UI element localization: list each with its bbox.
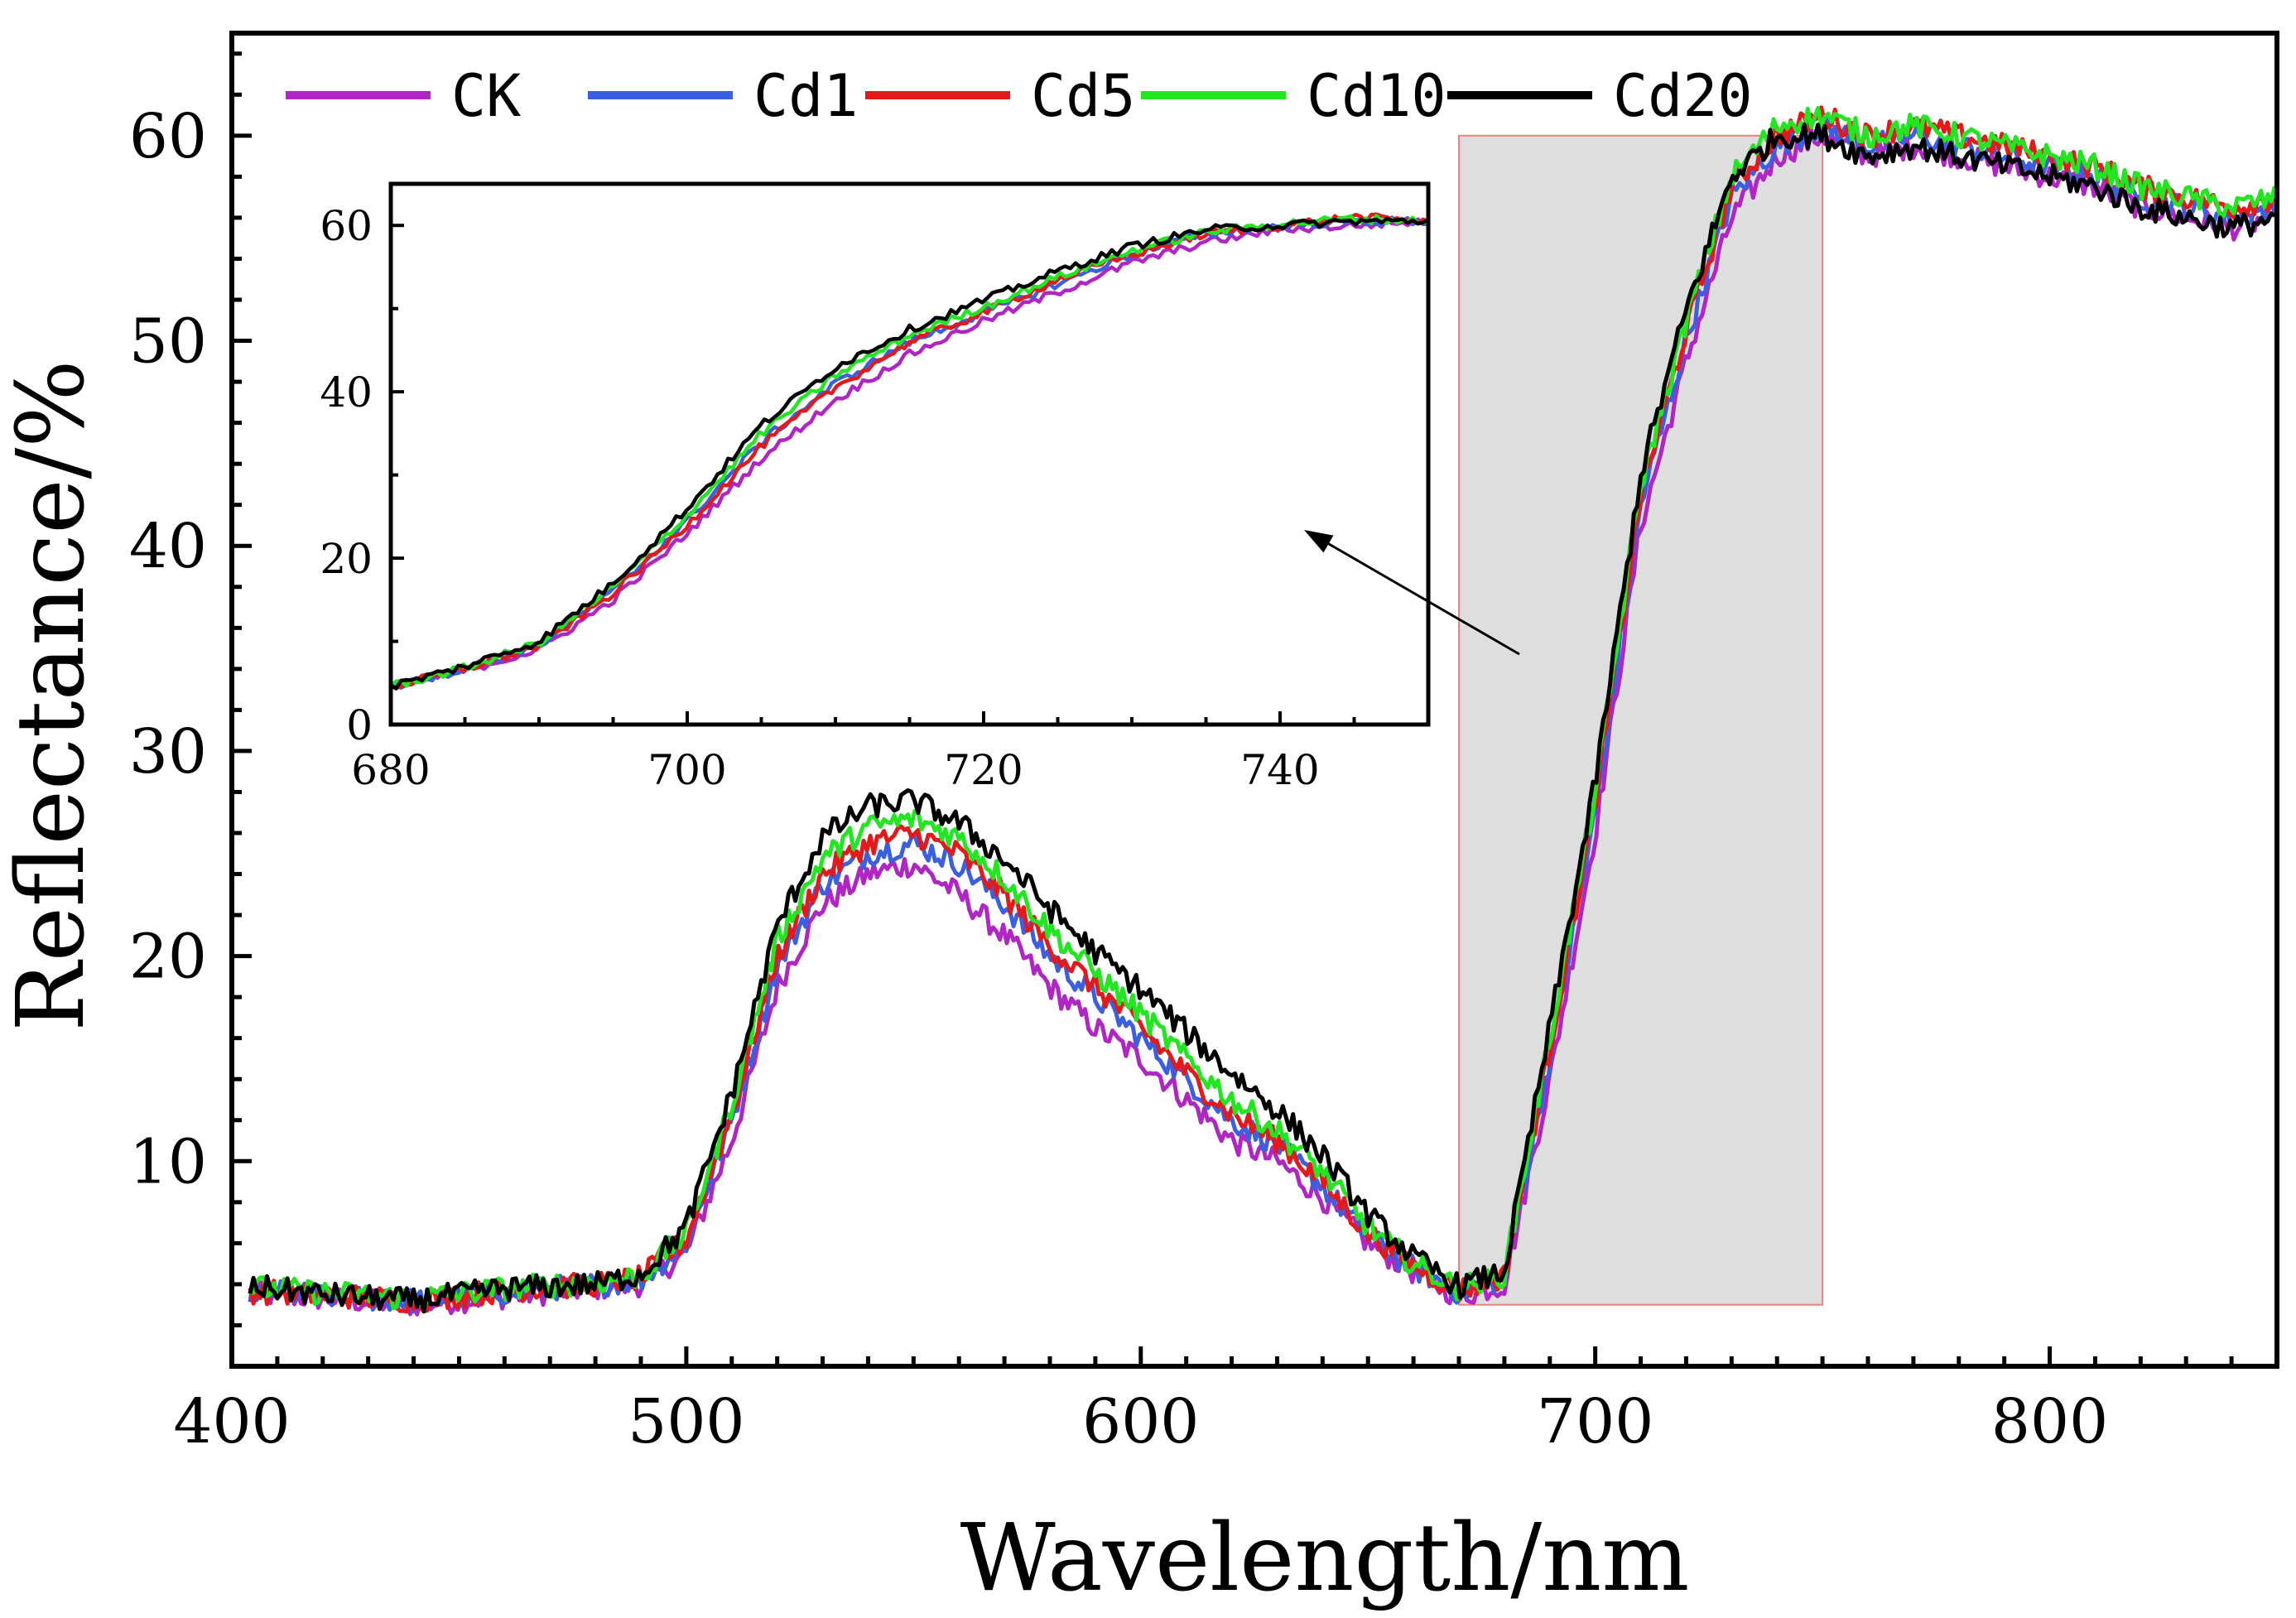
- x-tick-label: 400: [173, 1386, 290, 1457]
- inset-y-tick-label: 0: [346, 701, 373, 749]
- legend-label: Cd5: [1031, 62, 1135, 130]
- x-tick-label: 500: [628, 1386, 744, 1457]
- zoom-arrow: [1304, 530, 1520, 656]
- legend-item-cd1: Cd1: [588, 62, 858, 130]
- highlight-region: [1458, 134, 1824, 1306]
- x-tick-label: 800: [1991, 1386, 2108, 1457]
- legend-item-cd10: Cd10: [1141, 62, 1446, 130]
- legend-item-cd20: Cd20: [1447, 62, 1753, 130]
- inset-x-tick-label: 700: [647, 746, 726, 794]
- x-tick-label: 700: [1537, 1386, 1653, 1457]
- inset-y-tick-label: 20: [320, 535, 373, 583]
- main-frame: [229, 31, 2279, 1369]
- y-tick-label: 10: [129, 1126, 207, 1197]
- main-plot-area: [248, 105, 2277, 1317]
- series-line-cd10: [250, 106, 2277, 1311]
- inset-y-tick-label: 40: [320, 368, 373, 417]
- y-tick-label: 60: [129, 101, 207, 172]
- x-axis-title: Wavelength/nm: [960, 1505, 1690, 1612]
- y-axis-title: Reflectance/%: [0, 359, 105, 1031]
- y-tick-label: 30: [129, 716, 207, 787]
- x-tick-label: 600: [1082, 1386, 1199, 1457]
- legend-item-ck: CK: [286, 62, 521, 130]
- arrow-head: [1304, 530, 1334, 553]
- inset-series-line-ck: [390, 217, 1429, 688]
- inset-x-tick-label: 680: [351, 746, 430, 794]
- legend: CK Cd1 Cd5 Cd10 Cd20: [286, 62, 1753, 130]
- y-tick-label: 20: [129, 922, 207, 993]
- legend-item-cd5: Cd5: [865, 62, 1135, 130]
- inset-y-tick-label: 60: [320, 202, 373, 250]
- inset-series-line-cd20: [389, 216, 1430, 691]
- inset-x-tick-label: 720: [944, 746, 1023, 794]
- y-tick-label: 40: [129, 511, 207, 582]
- series-line-cd20: [248, 122, 2276, 1314]
- legend-label: Cd10: [1307, 62, 1446, 130]
- inset-x-tick-label: 740: [1240, 746, 1319, 794]
- arrow-shaft: [1318, 537, 1520, 656]
- inset-plot: 680 700 720 740 0 20 40 60: [320, 181, 1431, 794]
- legend-label: Cd1: [753, 62, 858, 130]
- legend-label: Cd20: [1613, 62, 1753, 130]
- legend-label: CK: [451, 62, 521, 130]
- y-tick-label: 50: [129, 306, 207, 378]
- inset-series-line-cd10: [389, 214, 1429, 690]
